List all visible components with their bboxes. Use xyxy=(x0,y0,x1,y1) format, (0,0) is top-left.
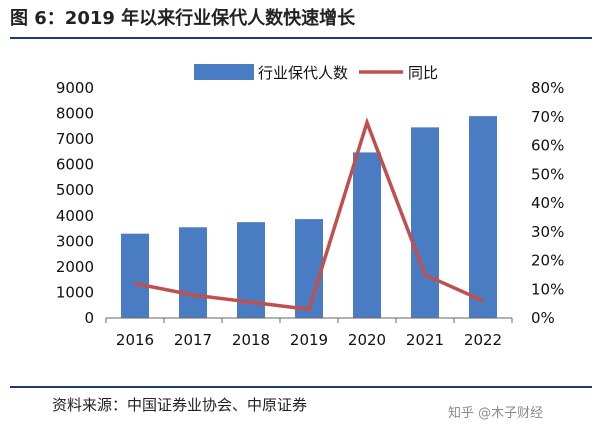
y2-tick-label: 60% xyxy=(531,137,564,155)
legend-bar-swatch xyxy=(194,64,254,80)
y-tick-label: 9000 xyxy=(56,79,94,97)
bar-2019 xyxy=(295,219,323,318)
figure-title: 图 6：2019 年以来行业保代人数快速增长 xyxy=(10,8,356,29)
y2-tick-label: 50% xyxy=(531,165,564,183)
y2-tick-label: 80% xyxy=(531,79,564,97)
y-tick-label: 1000 xyxy=(56,283,94,301)
y-tick-label: 5000 xyxy=(56,181,94,199)
bar-2022 xyxy=(469,116,497,318)
y-tick-label: 0 xyxy=(84,309,94,327)
x-tick-label: 2019 xyxy=(290,331,328,349)
bottom-rule xyxy=(10,386,592,388)
y2-tick-label: 10% xyxy=(531,280,564,298)
y-tick-label: 6000 xyxy=(56,156,94,174)
watermark: 知乎 @木子财经 xyxy=(448,406,544,421)
y2-tick-label: 0% xyxy=(531,309,555,327)
bar-2020 xyxy=(353,152,381,318)
x-tick-label: 2022 xyxy=(464,331,502,349)
top-rule xyxy=(10,37,592,39)
line-point-2016 xyxy=(134,282,136,285)
x-tick-label: 2020 xyxy=(348,331,386,349)
line-point-2018 xyxy=(250,301,252,304)
source-note: 资料来源：中国证券业协会、中原证券 xyxy=(52,396,308,414)
line-point-2021 xyxy=(424,273,426,276)
y2-tick-label: 40% xyxy=(531,194,564,212)
y-tick-label: 8000 xyxy=(56,105,94,123)
x-tick-label: 2017 xyxy=(174,331,212,349)
line-point-2020 xyxy=(366,121,368,124)
line-point-2022 xyxy=(482,299,484,302)
y-tick-label: 4000 xyxy=(56,207,94,225)
bar-2021 xyxy=(411,127,439,318)
y-tick-label: 2000 xyxy=(56,258,94,276)
legend-bar-label: 行业保代人数 xyxy=(258,64,348,82)
y2-tick-label: 30% xyxy=(531,223,564,241)
x-tick-label: 2018 xyxy=(232,331,270,349)
y-tick-label: 7000 xyxy=(56,130,94,148)
y2-tick-label: 70% xyxy=(531,108,564,126)
bar-2017 xyxy=(179,227,207,318)
line-point-2017 xyxy=(192,294,194,296)
x-tick-label: 2021 xyxy=(406,331,444,349)
y-tick-label: 3000 xyxy=(56,232,94,250)
bar-2016 xyxy=(121,233,149,318)
line-point-2019 xyxy=(308,308,310,311)
y2-tick-label: 20% xyxy=(531,252,564,270)
legend-line-label: 同比 xyxy=(408,64,438,82)
x-tick-label: 2016 xyxy=(116,331,154,349)
